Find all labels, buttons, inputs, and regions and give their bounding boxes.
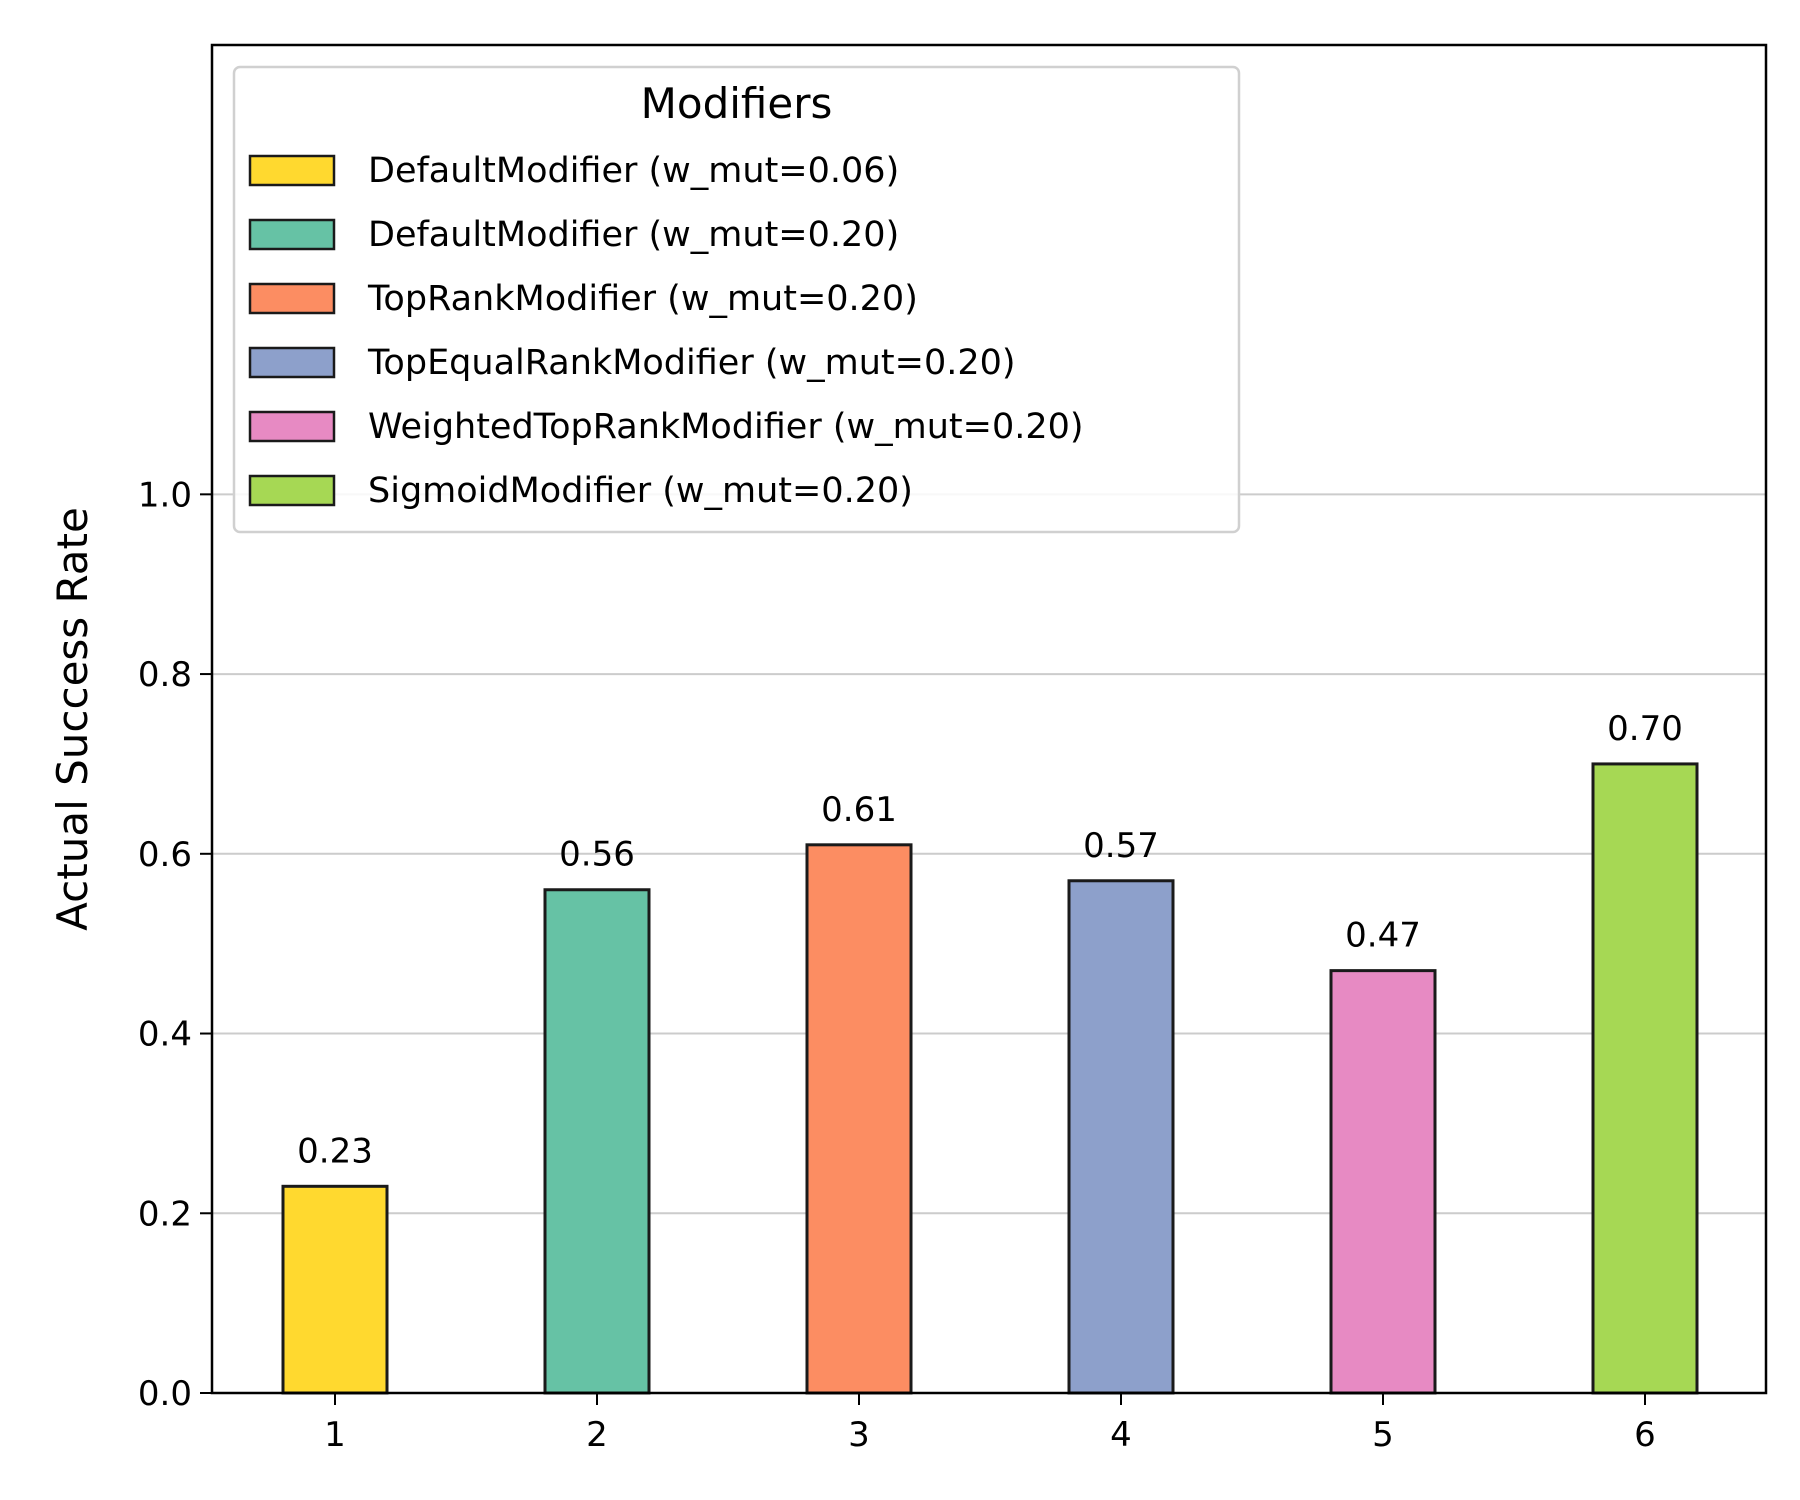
y-tick-label: 0.0 bbox=[138, 1374, 192, 1414]
data-labels: 0.23 0.56 0.61 0.57 0.47 0.70 bbox=[297, 709, 1683, 1171]
legend-entry-label: SigmoidModifier (w_mut=0.20) bbox=[368, 471, 913, 511]
legend-box bbox=[232, 65, 1241, 534]
y-axis-title: Actual Success Rate bbox=[48, 507, 97, 931]
bar-4 bbox=[1067, 879, 1175, 1395]
bar-2 bbox=[543, 888, 651, 1395]
y-tick-label: 1.0 bbox=[138, 475, 192, 515]
y-tick-label: 0.6 bbox=[138, 835, 192, 875]
legend-swatch bbox=[248, 218, 336, 251]
axes: 0.0 0.2 0.4 0.6 0.8 1.0 1 2 3 4 5 6 bbox=[138, 475, 1656, 1455]
legend-title: Modifiers bbox=[641, 79, 833, 128]
x-tick-label: 1 bbox=[324, 1415, 346, 1455]
y-tick-label: 0.8 bbox=[138, 655, 192, 695]
bars bbox=[281, 762, 1699, 1395]
bar-5 bbox=[1329, 969, 1437, 1395]
y-tick-label: 0.2 bbox=[138, 1194, 192, 1234]
x-tick-label: 3 bbox=[848, 1415, 870, 1455]
bar-value-label: 0.47 bbox=[1345, 916, 1421, 956]
bar-value-label: 0.70 bbox=[1607, 709, 1683, 749]
legend-entry-label: WeightedTopRankModifier (w_mut=0.20) bbox=[368, 407, 1084, 447]
legend-swatch bbox=[248, 154, 336, 187]
legend-swatch bbox=[248, 282, 336, 315]
bar-value-label: 0.23 bbox=[297, 1131, 373, 1171]
x-tick-label: 4 bbox=[1110, 1415, 1132, 1455]
legend-entry-label: DefaultModifier (w_mut=0.06) bbox=[368, 151, 899, 191]
legend-swatch bbox=[248, 346, 336, 379]
x-tick-label: 5 bbox=[1372, 1415, 1394, 1455]
bar-value-label: 0.61 bbox=[821, 790, 897, 830]
x-tick-label: 6 bbox=[1634, 1415, 1656, 1455]
legend-swatch bbox=[248, 474, 336, 507]
plot-frame bbox=[210, 43, 1768, 1395]
legend: Modifiers DefaultModifier (w_mut=0.06) De… bbox=[232, 65, 1241, 534]
x-tick-label: 2 bbox=[586, 1415, 608, 1455]
bar-6 bbox=[1591, 762, 1699, 1395]
y-tick-label: 0.4 bbox=[138, 1015, 192, 1055]
legend-entry-label: TopEqualRankModifier (w_mut=0.20) bbox=[367, 343, 1016, 383]
bar-1 bbox=[281, 1184, 389, 1395]
legend-entry-label: TopRankModifier (w_mut=0.20) bbox=[367, 279, 918, 319]
bar-value-label: 0.56 bbox=[559, 835, 635, 875]
legend-swatch bbox=[248, 410, 336, 443]
bar-3 bbox=[805, 843, 913, 1395]
bar-value-label: 0.57 bbox=[1083, 826, 1159, 866]
legend-entry-label: DefaultModifier (w_mut=0.20) bbox=[368, 215, 899, 255]
gridlines bbox=[212, 493, 1766, 1215]
